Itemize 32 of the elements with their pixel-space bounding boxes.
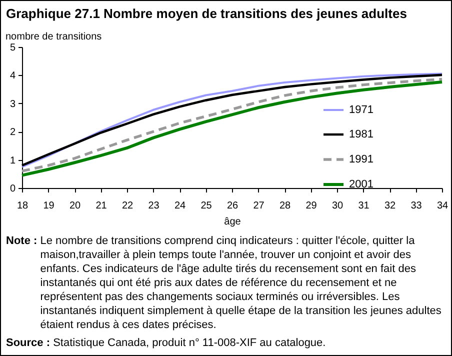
x-tick-label: 31 xyxy=(358,200,370,212)
x-tick-label: 27 xyxy=(253,200,265,212)
x-tick-label: 19 xyxy=(43,200,55,212)
x-tick-label: 34 xyxy=(436,200,448,212)
y-tick-label: 5 xyxy=(10,42,16,54)
x-tick-label: 18 xyxy=(16,200,28,212)
x-tick-label: 22 xyxy=(122,200,134,212)
source-note: Source : Statistique Canada, produit n° 11-008-XIF au catalogue. xyxy=(6,336,326,350)
y-tick-label: 1 xyxy=(10,155,16,166)
x-tick-label: 20 xyxy=(69,200,81,212)
legend-label: 1991 xyxy=(349,154,374,166)
x-tick-label: 29 xyxy=(306,200,318,212)
x-tick-label: 23 xyxy=(148,200,160,212)
y-tick-label: 3 xyxy=(10,98,16,110)
x-axis-title: âge xyxy=(224,216,242,228)
legend-label: 1971 xyxy=(349,104,374,116)
x-tick-label: 21 xyxy=(96,200,108,212)
x-tick-label: 24 xyxy=(174,200,186,212)
x-tick-label: 30 xyxy=(332,200,344,212)
y-tick-label: 4 xyxy=(10,70,16,82)
x-tick-label: 28 xyxy=(279,200,291,212)
legend-label: 1981 xyxy=(349,128,374,140)
legend-label: 2001 xyxy=(349,178,374,190)
x-tick-label: 33 xyxy=(410,200,422,212)
x-tick-label: 32 xyxy=(384,200,396,212)
y-tick-label: 2 xyxy=(10,127,16,138)
chart-title: Graphique 27.1 Nombre moyen de transitions des jeunes adultes xyxy=(6,6,407,21)
text: Note : Le nombre de transitions comprend cinq indicateurs : quitter l'école, quitter la maison,travailler à plein temps toute l'année, trouver un conjoint et avoir des enfants. Ces indicateurs de l'âge adulte tirés du recensement sont en fait des instantanés qui ont été pris aux dates de référence du recensement et ne représentent pas des changements sociaux terminés ou irréversibles. Les instantanés indiquent simplement à quelle étape de la transition les jeunes adultes étaient rendus à ces dates précises. xyxy=(6,234,442,332)
y-axis-title: nombre de transitions xyxy=(6,32,102,42)
x-tick-label: 26 xyxy=(226,200,238,212)
y-tick-label: 0 xyxy=(10,184,16,194)
x-tick-label: 25 xyxy=(200,200,212,212)
